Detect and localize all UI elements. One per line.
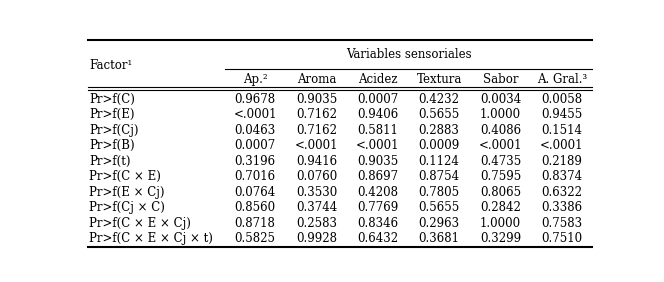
Text: 0.5655: 0.5655	[418, 108, 459, 121]
Text: <.0001: <.0001	[295, 139, 338, 152]
Text: 0.0034: 0.0034	[480, 93, 521, 106]
Text: 0.2883: 0.2883	[419, 124, 459, 137]
Text: 0.2583: 0.2583	[296, 217, 337, 230]
Text: 0.4208: 0.4208	[357, 186, 398, 199]
Text: 1.0000: 1.0000	[480, 217, 521, 230]
Text: Aroma: Aroma	[297, 74, 336, 87]
Text: 1.0000: 1.0000	[480, 108, 521, 121]
Text: Textura: Textura	[416, 74, 462, 87]
Text: 0.7583: 0.7583	[541, 217, 582, 230]
Text: 0.2963: 0.2963	[418, 217, 459, 230]
Text: Pr>f(Cj): Pr>f(Cj)	[89, 124, 139, 137]
Text: 0.0764: 0.0764	[234, 186, 276, 199]
Text: 0.4086: 0.4086	[480, 124, 521, 137]
Text: Variables sensoriales: Variables sensoriales	[346, 48, 471, 61]
Text: 0.9406: 0.9406	[357, 108, 398, 121]
Text: 0.0058: 0.0058	[541, 93, 582, 106]
Text: 0.3681: 0.3681	[418, 232, 459, 245]
Text: 0.7595: 0.7595	[480, 170, 521, 183]
Text: 0.6322: 0.6322	[541, 186, 582, 199]
Text: 0.5811: 0.5811	[357, 124, 398, 137]
Text: <.0001: <.0001	[540, 139, 584, 152]
Text: Pr>f(C): Pr>f(C)	[89, 93, 135, 106]
Text: 0.5825: 0.5825	[234, 232, 276, 245]
Text: 0.2189: 0.2189	[541, 155, 582, 168]
Text: A. Gral.³: A. Gral.³	[537, 74, 587, 87]
Text: 0.8560: 0.8560	[234, 201, 276, 214]
Text: Factor¹: Factor¹	[89, 60, 132, 72]
Text: 0.8718: 0.8718	[235, 217, 276, 230]
Text: <.0001: <.0001	[356, 139, 400, 152]
Text: Pr>f(B): Pr>f(B)	[89, 139, 135, 152]
Text: 0.7510: 0.7510	[541, 232, 582, 245]
Text: 0.8346: 0.8346	[357, 217, 398, 230]
Text: 0.7162: 0.7162	[296, 124, 337, 137]
Text: 0.8697: 0.8697	[357, 170, 398, 183]
Text: <.0001: <.0001	[234, 108, 277, 121]
Text: 0.6432: 0.6432	[357, 232, 398, 245]
Text: <.0001: <.0001	[479, 139, 522, 152]
Text: 0.8374: 0.8374	[541, 170, 582, 183]
Text: 0.0463: 0.0463	[234, 124, 276, 137]
Text: 0.4232: 0.4232	[418, 93, 459, 106]
Text: Ap.²: Ap.²	[243, 74, 268, 87]
Text: 0.7016: 0.7016	[234, 170, 276, 183]
Text: 0.9928: 0.9928	[296, 232, 337, 245]
Text: 0.3386: 0.3386	[541, 201, 582, 214]
Text: Pr>f(t): Pr>f(t)	[89, 155, 131, 168]
Text: 0.9416: 0.9416	[296, 155, 337, 168]
Text: 0.1514: 0.1514	[541, 124, 582, 137]
Text: 0.7805: 0.7805	[418, 186, 459, 199]
Text: 0.2842: 0.2842	[480, 201, 521, 214]
Text: 0.8065: 0.8065	[480, 186, 521, 199]
Text: 0.5655: 0.5655	[418, 201, 459, 214]
Text: 0.9035: 0.9035	[296, 93, 337, 106]
Text: 0.3744: 0.3744	[296, 201, 337, 214]
Text: Pr>f(C × E): Pr>f(C × E)	[89, 170, 161, 183]
Text: 0.0009: 0.0009	[418, 139, 459, 152]
Text: Acidez: Acidez	[358, 74, 398, 87]
Text: 0.4735: 0.4735	[480, 155, 521, 168]
Text: 0.7162: 0.7162	[296, 108, 337, 121]
Text: Pr>f(E): Pr>f(E)	[89, 108, 135, 121]
Text: 0.9035: 0.9035	[357, 155, 398, 168]
Text: 0.0007: 0.0007	[234, 139, 276, 152]
Text: Pr>f(Cj × C): Pr>f(Cj × C)	[89, 201, 165, 214]
Text: 0.3299: 0.3299	[480, 232, 521, 245]
Text: 0.9678: 0.9678	[234, 93, 276, 106]
Text: 0.7769: 0.7769	[357, 201, 398, 214]
Text: Pr>f(C × E × Cj): Pr>f(C × E × Cj)	[89, 217, 191, 230]
Text: 0.0007: 0.0007	[357, 93, 398, 106]
Text: 0.3530: 0.3530	[296, 186, 337, 199]
Text: Pr>f(E × Cj): Pr>f(E × Cj)	[89, 186, 165, 199]
Text: 0.3196: 0.3196	[234, 155, 276, 168]
Text: 0.1124: 0.1124	[419, 155, 459, 168]
Text: Sabor: Sabor	[483, 74, 518, 87]
Text: 0.8754: 0.8754	[418, 170, 459, 183]
Text: 0.0760: 0.0760	[296, 170, 337, 183]
Text: 0.9455: 0.9455	[541, 108, 582, 121]
Text: Pr>f(C × E × Cj × t): Pr>f(C × E × Cj × t)	[89, 232, 213, 245]
